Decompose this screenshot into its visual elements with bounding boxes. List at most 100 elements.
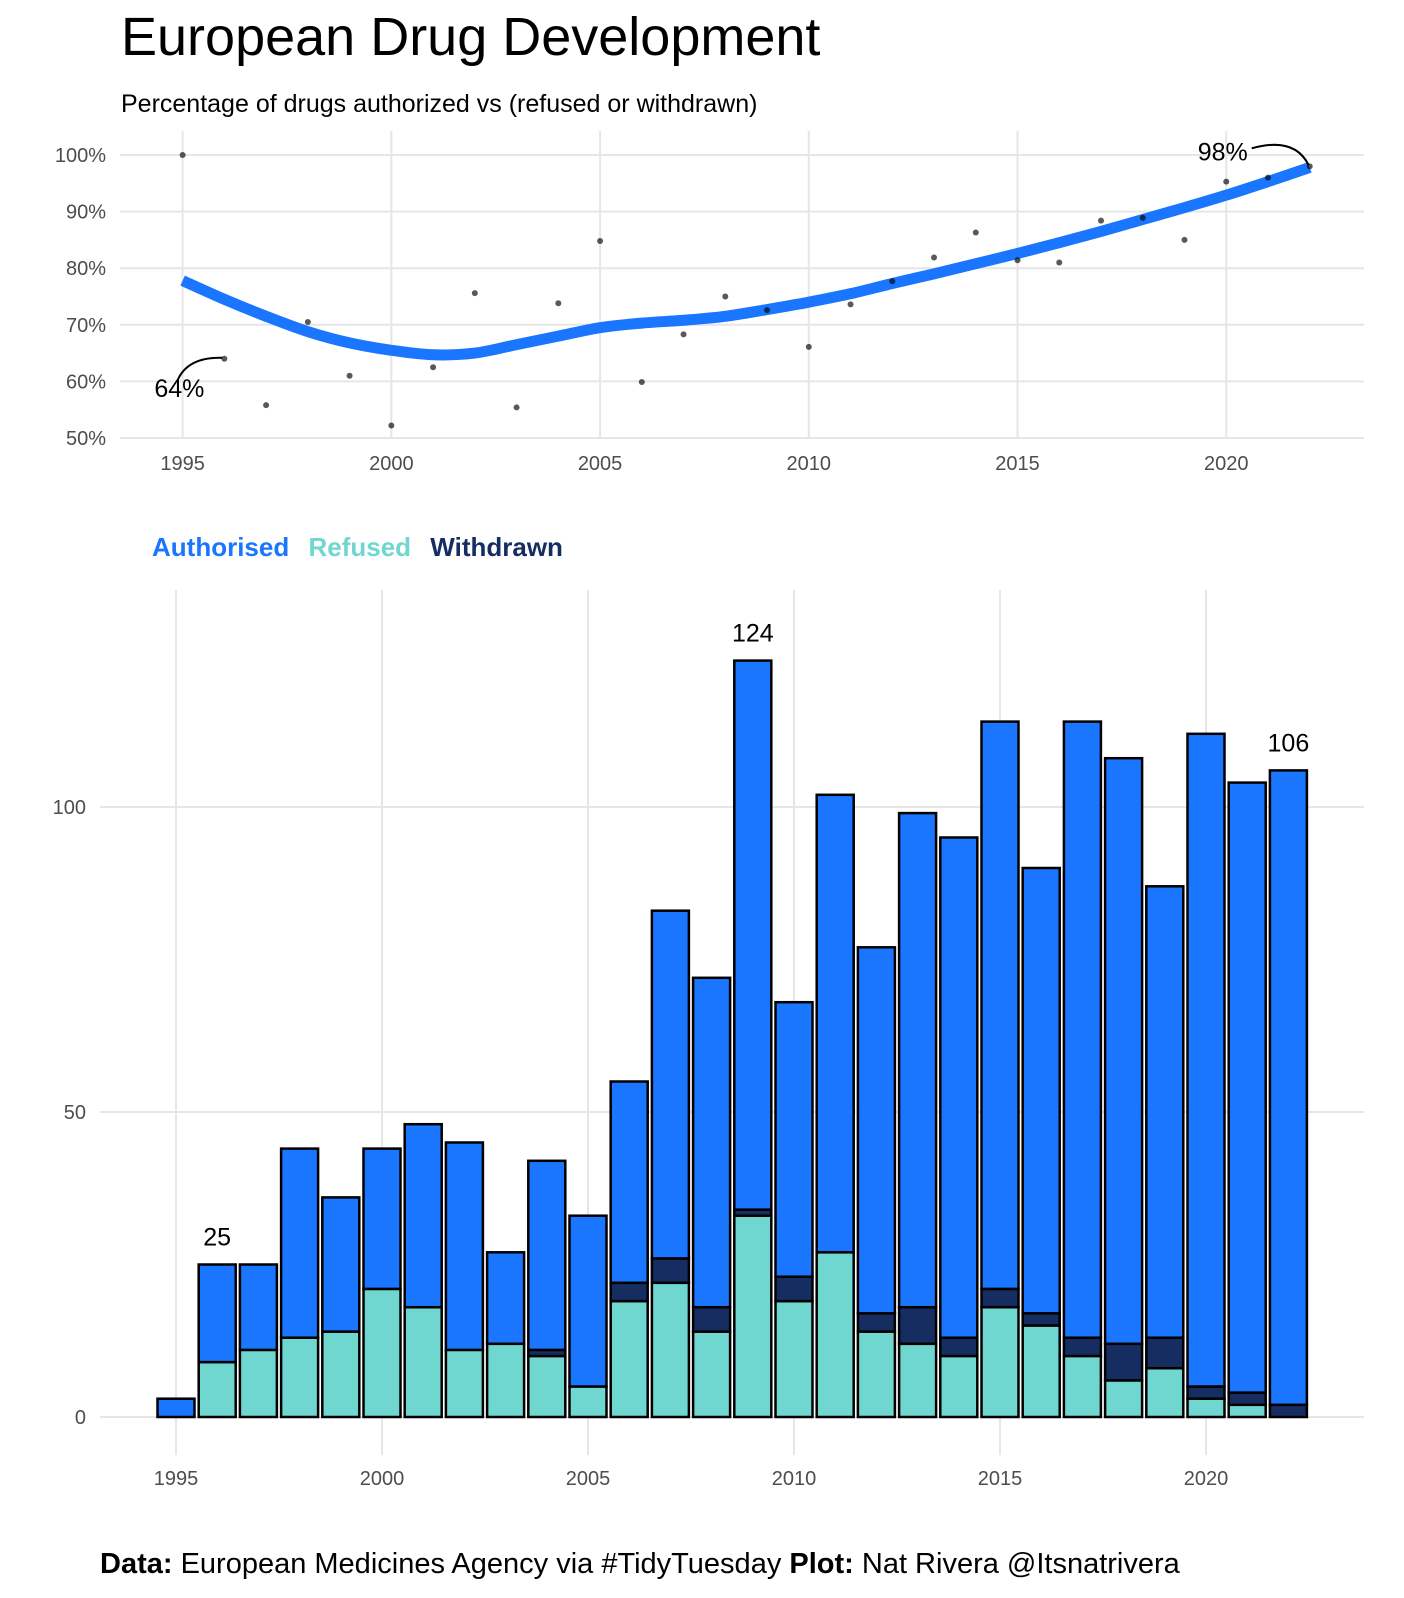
bar-withdrawn [1062,1336,1103,1358]
bar-refused [1062,1354,1103,1419]
bar-refused [568,1385,608,1419]
y-tick-label: 90% [66,202,106,224]
scatter-point [555,300,562,307]
x-tick-label: 2010 [772,1468,817,1490]
annotation-label: 64% [154,375,204,403]
annotation-arrow [1251,143,1310,166]
x-tick-label: 2000 [369,453,414,475]
bar-authorised [609,1080,649,1285]
bar-refused [774,1299,814,1419]
bar-withdrawn [609,1281,649,1303]
bar-authorised [1186,732,1226,1388]
caption-plot-label: Plot: [789,1548,854,1580]
bar-authorised [897,811,938,1309]
bar-authorised [650,909,691,1260]
y-tick-label: 80% [66,258,106,280]
scatter-point [471,290,478,297]
bar-authorised [321,1196,361,1333]
scatter-point [304,318,311,325]
bar-refused [691,1330,732,1419]
scatter-point [680,331,687,338]
bar-authorised [444,1141,485,1352]
y-tick-label: 100 [53,797,86,819]
bar-refused [1021,1324,1061,1419]
scatter-point [1139,214,1146,221]
bar-withdrawn [939,1336,979,1358]
bar-authorised [156,1397,196,1419]
bar-refused [1186,1397,1226,1419]
scatter-point [263,402,270,409]
caption-data-text: European Medicines Agency via #TidyTuesd… [172,1548,790,1580]
x-tick-label: 2015 [995,453,1040,475]
chart-subtitle: Percentage of drugs authorized vs (refus… [121,90,758,118]
bar-refused [733,1214,773,1419]
scatter-point [346,372,353,379]
scatter-point [221,355,228,362]
bar-authorised [403,1122,443,1309]
bar-withdrawn [1186,1385,1226,1400]
scatter-point [1181,236,1188,243]
bar-refused [856,1330,897,1419]
scatter-point [972,229,979,236]
bar-authorised [527,1159,567,1352]
caption-plot-text: Nat Rivera @Itsnatrivera [853,1548,1180,1580]
bar-withdrawn [897,1305,938,1346]
caption: Data: European Medicines Agency via #Tid… [100,1548,1180,1581]
y-tick-label: 70% [66,315,106,337]
scatter-point [1098,217,1105,224]
bar-withdrawn [1103,1342,1144,1382]
bar-withdrawn [1268,1403,1309,1419]
scatter-point [764,307,771,314]
x-tick-label: 1995 [154,1468,199,1490]
bar-refused [1103,1379,1144,1419]
scatter-point [388,422,395,429]
bar-authorised [691,976,732,1309]
bar-refused [650,1281,691,1419]
bar-refused [897,1342,938,1419]
trend-line [180,162,1312,361]
bar-refused [403,1305,443,1419]
scatter-point [179,152,186,158]
y-tick-label: 0 [75,1407,86,1429]
bar-refused [609,1299,649,1419]
bar-refused [980,1305,1020,1419]
bar-total-label: 106 [1268,729,1310,757]
scatter-point [597,238,604,245]
x-tick-label: 2015 [978,1468,1023,1490]
bar-authorised [815,793,855,1254]
legend-authorised: Authorised [152,532,290,562]
scatter-point [430,364,437,371]
bar-authorised [1227,781,1267,1394]
bar-refused [485,1342,526,1419]
scatter-point [513,404,520,411]
bar-withdrawn [1021,1312,1061,1327]
bar-authorised [774,1000,814,1278]
annotation-arrow [176,356,223,382]
bar-withdrawn [1227,1391,1267,1407]
bar-withdrawn [691,1305,732,1333]
scatter-point [722,293,729,300]
bar-authorised [1268,769,1309,1407]
bar-authorised [1062,720,1103,1339]
caption-data-label: Data: [100,1548,173,1580]
bar-authorised [568,1214,608,1388]
bar-refused [321,1330,361,1419]
scatter-point [638,378,645,385]
scatter-point [1056,259,1063,266]
x-tick-label: 2010 [787,453,832,475]
bar-refused [279,1336,320,1419]
bar-refused [197,1360,237,1419]
bar-withdrawn [774,1275,814,1303]
bar-refused [238,1348,279,1419]
x-tick-label: 2005 [578,453,623,475]
bar-authorised [238,1263,279,1352]
bar-authorised [1021,866,1061,1315]
bar-withdrawn [980,1287,1020,1309]
bar-withdrawn [1145,1336,1185,1370]
bar-authorised [733,659,773,1211]
y-tick-label: 50 [64,1102,86,1124]
bar-authorised [485,1251,526,1346]
scatter-point [931,254,938,261]
bar-withdrawn [856,1312,897,1333]
scatter-point [805,343,812,350]
